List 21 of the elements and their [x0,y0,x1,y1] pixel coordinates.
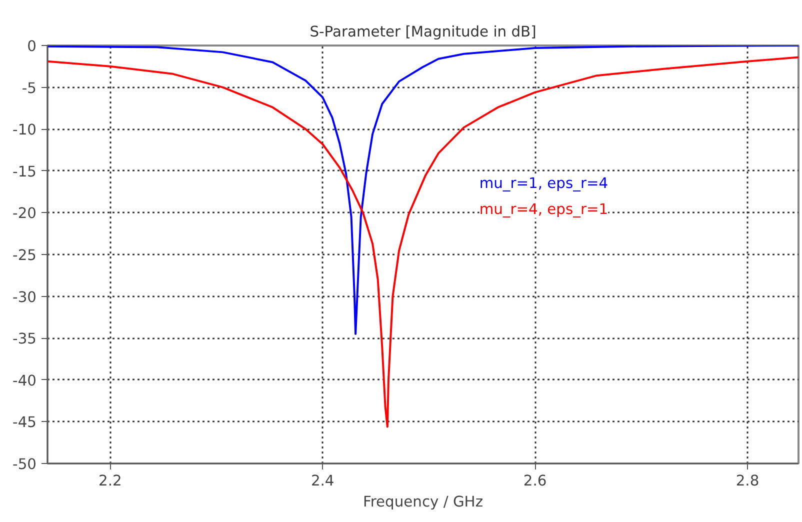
y-tick-label: 0 [27,38,37,55]
x-tick-label: 2.2 [98,472,122,490]
x-axis-title: Frequency / GHz [362,494,484,510]
x-tick-label: 2.6 [523,472,547,490]
y-tick-label: -25 [12,247,37,264]
y-tick-label: -50 [12,456,37,473]
y-tick-label: -15 [12,163,37,180]
y-tick-label: -40 [12,372,37,390]
y-tick-label: -45 [12,414,37,432]
x-tick-label: 2.8 [736,472,760,490]
chart-title: S-Parameter [Magnitude in dB] [310,24,536,40]
y-tick-label: -10 [12,122,37,139]
x-tick-label: 2.4 [310,472,334,490]
line-series [48,46,798,335]
text: mu_r=4, eps_r=1 [479,200,608,218]
y-tick-label: -5 [22,80,37,97]
line-series [48,56,798,428]
text: mu_r=1, eps_r=4 [479,174,608,192]
y-tick-label: -20 [12,205,37,222]
y-tick-label: -35 [12,330,37,348]
y-tick-label: -30 [12,288,37,306]
